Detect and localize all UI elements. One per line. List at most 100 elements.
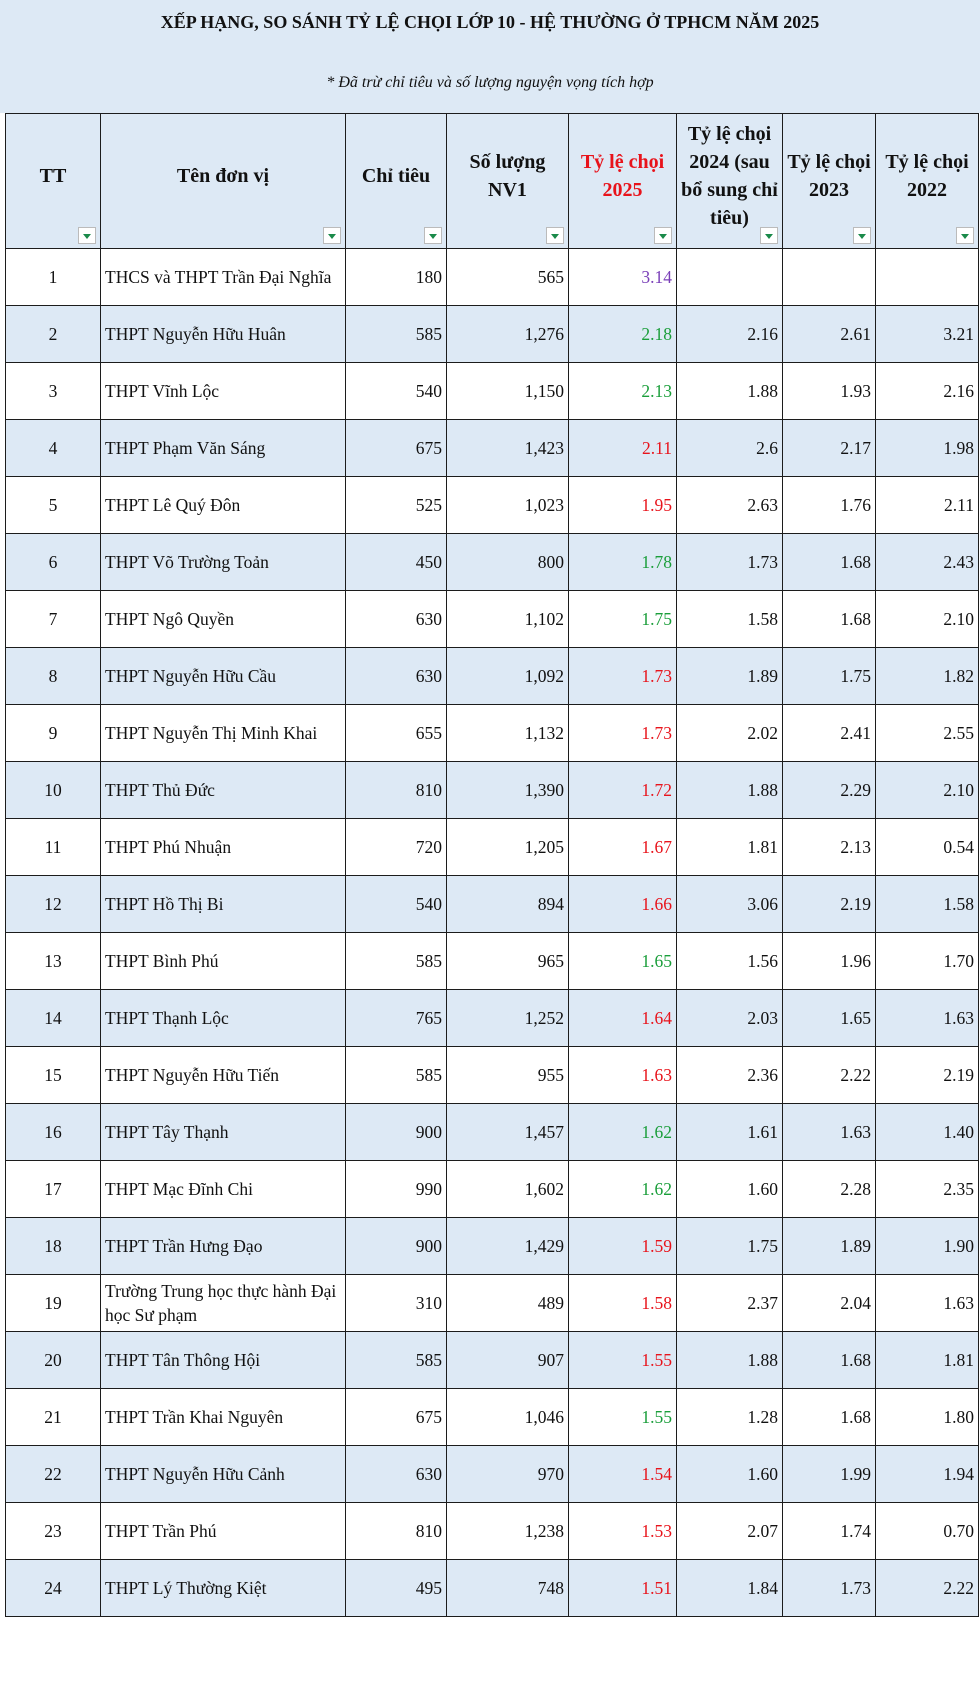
table-row: 3 THPT Vĩnh Lộc 540 1,150 2.13 1.88 1.93 2.16 (5, 362, 979, 420)
cell-r2025: 1.59 (568, 1217, 677, 1275)
cell-nv1: 965 (446, 932, 569, 990)
cell-tt: 7 (5, 590, 101, 648)
cell-nv1: 1,102 (446, 590, 569, 648)
column-header-label: Chỉ tiêu (361, 165, 431, 187)
cell-r2024: 2.36 (676, 1046, 783, 1104)
cell-r2025: 1.62 (568, 1160, 677, 1218)
cell-r2022: 1.80 (875, 1388, 979, 1446)
cell-tt: 19 (5, 1274, 101, 1332)
table-row: 14 THPT Thạnh Lộc 765 1,252 1.64 2.03 1.65 1.63 (5, 989, 979, 1047)
cell-tt: 12 (5, 875, 101, 933)
cell-name: THPT Tân Thông Hội (100, 1331, 346, 1389)
cell-r2024: 1.58 (676, 590, 783, 648)
table-row: 2 THPT Nguyễn Hữu Huân 585 1,276 2.18 2.16 2.6… (5, 305, 979, 363)
cell-quota: 630 (345, 590, 447, 648)
cell-r2022: 0.54 (875, 818, 979, 876)
cell-r2022: 1.90 (875, 1217, 979, 1275)
footnote: * Đã trừ chỉ tiêu và số lượng nguyện vọn… (326, 74, 654, 91)
cell-r2024: 1.60 (676, 1445, 783, 1503)
cell-r2023: 1.73 (782, 1559, 876, 1617)
cell-nv1: 1,150 (446, 362, 569, 420)
table-row: 5 THPT Lê Quý Đôn 525 1,023 1.95 2.63 1.76 2.11 (5, 476, 979, 534)
column-header-r2025: Tỷ lệ chọi 2025 (568, 113, 677, 249)
cell-r2023: 2.29 (782, 761, 876, 819)
cell-r2024: 2.63 (676, 476, 783, 534)
cell-name: THPT Võ Trường Toản (100, 533, 346, 591)
cell-tt: 9 (5, 704, 101, 762)
cell-r2025: 3.14 (568, 248, 677, 306)
cell-nv1: 1,205 (446, 818, 569, 876)
filter-dropdown-icon[interactable] (760, 227, 778, 244)
cell-quota: 720 (345, 818, 447, 876)
table-row: 11 THPT Phú Nhuận 720 1,205 1.67 1.81 2.13 0.54 (5, 818, 979, 876)
cell-name: THPT Nguyễn Hữu Huân (100, 305, 346, 363)
cell-tt: 23 (5, 1502, 101, 1560)
cell-quota: 540 (345, 875, 447, 933)
cell-r2025: 1.66 (568, 875, 677, 933)
cell-quota: 900 (345, 1103, 447, 1161)
table-row: 15 THPT Nguyễn Hữu Tiến 585 955 1.63 2.36 2.22… (5, 1046, 979, 1104)
cell-name: THPT Trần Phú (100, 1502, 346, 1560)
cell-r2024: 1.88 (676, 1331, 783, 1389)
cell-tt: 22 (5, 1445, 101, 1503)
cell-quota: 585 (345, 1046, 447, 1104)
table-row: 6 THPT Võ Trường Toản 450 800 1.78 1.73 1.68 2.… (5, 533, 979, 591)
cell-quota: 450 (345, 533, 447, 591)
cell-name: THPT Bình Phú (100, 932, 346, 990)
cell-name: THPT Vĩnh Lộc (100, 362, 346, 420)
cell-nv1: 1,252 (446, 989, 569, 1047)
cell-r2024: 1.28 (676, 1388, 783, 1446)
cell-r2022: 1.94 (875, 1445, 979, 1503)
cell-quota: 765 (345, 989, 447, 1047)
cell-r2022: 1.63 (875, 1274, 979, 1332)
cell-name: THPT Thạnh Lộc (100, 989, 346, 1047)
cell-r2024: 2.37 (676, 1274, 783, 1332)
cell-r2023: 1.68 (782, 1331, 876, 1389)
cell-r2024: 2.07 (676, 1502, 783, 1560)
cell-r2022: 2.11 (875, 476, 979, 534)
filter-dropdown-icon[interactable] (424, 227, 442, 244)
cell-r2024: 1.88 (676, 761, 783, 819)
filter-dropdown-icon[interactable] (956, 227, 974, 244)
cell-nv1: 1,390 (446, 761, 569, 819)
title-banner: XẾP HẠNG, SO SÁNH TỶ LỆ CHỌI LỚP 10 - HỆ… (0, 0, 980, 113)
cell-tt: 4 (5, 419, 101, 477)
cell-name: THPT Phạm Văn Sáng (100, 419, 346, 477)
cell-tt: 15 (5, 1046, 101, 1104)
filter-dropdown-icon[interactable] (654, 227, 672, 244)
cell-name: THPT Nguyễn Hữu Cảnh (100, 1445, 346, 1503)
cell-tt: 20 (5, 1331, 101, 1389)
table-row: 1 THCS và THPT Trần Đại Nghĩa 180 565 3.14 (5, 248, 979, 306)
column-header-label: Tỷ lệ chọi 2025 (580, 151, 665, 201)
cell-r2025: 1.53 (568, 1502, 677, 1560)
cell-quota: 810 (345, 1502, 447, 1560)
cell-tt: 2 (5, 305, 101, 363)
filter-dropdown-icon[interactable] (546, 227, 564, 244)
cell-r2024: 1.73 (676, 533, 783, 591)
cell-tt: 6 (5, 533, 101, 591)
cell-tt: 13 (5, 932, 101, 990)
filter-dropdown-icon[interactable] (78, 227, 96, 244)
cell-tt: 10 (5, 761, 101, 819)
cell-r2022: 0.70 (875, 1502, 979, 1560)
cell-quota: 810 (345, 761, 447, 819)
cell-tt: 14 (5, 989, 101, 1047)
table-row: 4 THPT Phạm Văn Sáng 675 1,423 2.11 2.6 2.17 1.… (5, 419, 979, 477)
cell-name: THPT Nguyễn Thị Minh Khai (100, 704, 346, 762)
cell-r2022: 1.63 (875, 989, 979, 1047)
table-row: 8 THPT Nguyễn Hữu Cầu 630 1,092 1.73 1.89 1.75… (5, 647, 979, 705)
column-header-label: Tỷ lệ chọi 2024 (sau bổ sung chỉ tiêu) (681, 123, 778, 229)
cell-quota: 630 (345, 1445, 447, 1503)
cell-name: THCS và THPT Trần Đại Nghĩa (100, 248, 346, 306)
cell-r2023: 2.13 (782, 818, 876, 876)
cell-r2025: 1.67 (568, 818, 677, 876)
cell-nv1: 907 (446, 1331, 569, 1389)
cell-r2025: 1.72 (568, 761, 677, 819)
cell-r2024: 2.16 (676, 305, 783, 363)
filter-dropdown-icon[interactable] (323, 227, 341, 244)
cell-r2023: 1.76 (782, 476, 876, 534)
cell-nv1: 1,276 (446, 305, 569, 363)
filter-dropdown-icon[interactable] (853, 227, 871, 244)
column-header-label: Số lượng NV1 (469, 151, 546, 201)
cell-r2022: 2.35 (875, 1160, 979, 1218)
